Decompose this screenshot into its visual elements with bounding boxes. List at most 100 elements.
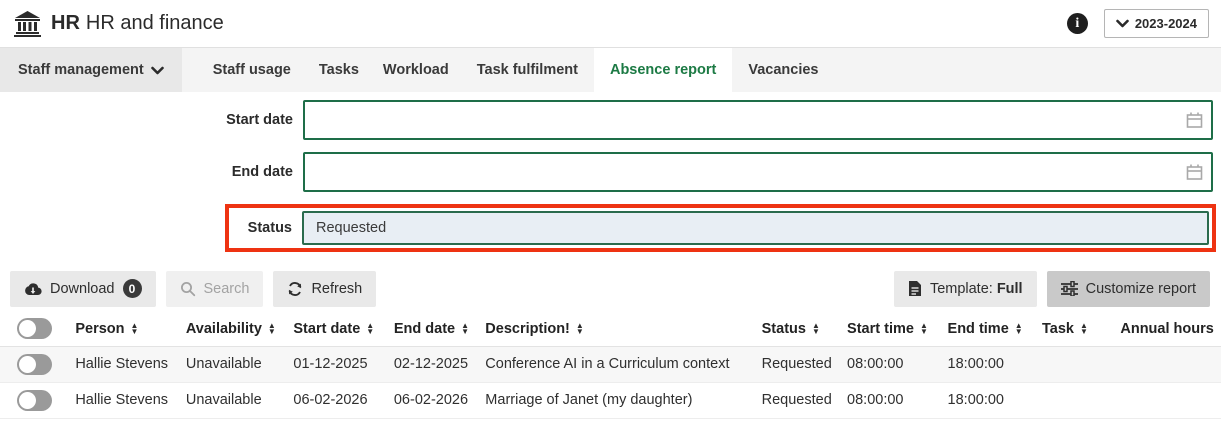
- column-header-task: Task: [1041, 320, 1074, 337]
- year-selector-label: 2023-2024: [1134, 16, 1197, 31]
- column-header-end-time: End time: [947, 320, 1009, 337]
- start-date-label: Start date: [226, 112, 293, 128]
- sort-icon[interactable]: [1080, 323, 1088, 335]
- cell-status: Requested: [761, 392, 832, 408]
- absence-table: Person Availability Start date End date …: [0, 312, 1221, 419]
- cell-description: Marriage of Janet (my daughter): [485, 392, 693, 408]
- cell-description: Conference AI in a Curriculum context: [485, 356, 730, 372]
- app-name: HR and finance: [85, 12, 224, 34]
- cell-start-date: 06-02-2026: [293, 392, 368, 408]
- sort-icon[interactable]: [268, 323, 276, 335]
- sort-icon[interactable]: [131, 323, 139, 335]
- column-header-description: Description!: [485, 320, 570, 337]
- refresh-label: Refresh: [311, 280, 363, 297]
- customize-report-button[interactable]: Customize report: [1046, 270, 1210, 307]
- sort-icon[interactable]: [366, 323, 374, 335]
- tab-label: Absence report: [609, 62, 717, 78]
- sort-icon[interactable]: [812, 323, 820, 335]
- column-header-status: Status: [761, 320, 806, 337]
- column-header-end-date: End date: [393, 320, 456, 337]
- tab-label: Staff management: [18, 62, 144, 78]
- status-highlight-box: Status Requested: [225, 204, 1216, 252]
- page-title: HR HR and finance: [51, 12, 224, 35]
- cell-end-time: 18:00:00: [947, 392, 1004, 408]
- cell-task: [1036, 346, 1114, 382]
- search-icon: [180, 281, 195, 296]
- app-header: HR HR and finance i 2023-2024: [0, 0, 1221, 48]
- sliders-icon: [1060, 281, 1078, 296]
- start-date-row: Start date: [0, 100, 1221, 140]
- filter-form: Start date End date Status: [0, 92, 1221, 252]
- cell-annual-hours: [1114, 346, 1221, 382]
- table-row: Hallie Stevens Unavailable 01-12-2025 02…: [0, 346, 1221, 382]
- template-button[interactable]: Template: Full: [893, 270, 1037, 307]
- customize-report-label: Customize report: [1085, 280, 1196, 297]
- cell-end-date: 06-02-2026: [393, 392, 469, 408]
- nav-tabs: Staff management Staff usage Tasks Workl…: [0, 48, 1221, 92]
- cell-end-date: 02-12-2025: [393, 356, 469, 372]
- cell-person: Hallie Stevens: [75, 392, 169, 408]
- table-header-row: Person Availability Start date End date …: [0, 312, 1221, 346]
- cloud-download-icon: [25, 282, 42, 295]
- row-toggle[interactable]: [17, 353, 52, 375]
- table-row: Hallie Stevens Unavailable 06-02-2026 06…: [0, 382, 1221, 418]
- year-selector-button[interactable]: 2023-2024: [1103, 9, 1209, 38]
- cell-availability: Unavailable: [185, 392, 262, 408]
- refresh-icon: [289, 281, 302, 296]
- cell-status: Requested: [761, 356, 832, 372]
- refresh-button[interactable]: Refresh: [273, 270, 377, 307]
- column-header-person: Person: [75, 320, 125, 337]
- tab-task-fulfilment[interactable]: Task fulfilment: [461, 48, 594, 92]
- report-toolbar: Download 0 Search Refresh Template: Full: [0, 264, 1221, 312]
- search-label: Search: [203, 280, 250, 297]
- download-count-badge: 0: [122, 279, 142, 298]
- column-header-start-date: Start date: [293, 320, 361, 337]
- status-select[interactable]: Requested: [302, 211, 1209, 245]
- document-icon: [908, 281, 921, 296]
- download-button[interactable]: Download 0: [10, 270, 156, 307]
- cell-task: [1036, 382, 1114, 418]
- tab-label: Task fulfilment: [476, 62, 578, 78]
- tab-workload[interactable]: Workload: [371, 48, 461, 92]
- search-button[interactable]: Search: [165, 270, 264, 307]
- start-date-input[interactable]: [303, 100, 1213, 140]
- chevron-down-icon: [150, 66, 164, 74]
- cell-start-time: 08:00:00: [847, 356, 904, 372]
- cell-person: Hallie Stevens: [75, 356, 169, 372]
- select-all-toggle[interactable]: [17, 318, 52, 340]
- bank-icon: [14, 10, 41, 37]
- sort-icon[interactable]: [576, 323, 584, 335]
- end-date-label: End date: [231, 164, 293, 180]
- tab-vacancies[interactable]: Vacancies: [732, 48, 834, 92]
- column-header-availability: Availability: [185, 320, 262, 337]
- chevron-down-icon: [1116, 19, 1129, 28]
- template-label: Template:: [929, 280, 993, 297]
- tab-label: Staff usage: [212, 62, 291, 78]
- cell-end-time: 18:00:00: [947, 356, 1004, 372]
- column-header-start-time: Start time: [847, 320, 914, 337]
- status-row: Status Requested: [232, 211, 1209, 245]
- tab-absence-report[interactable]: Absence report: [593, 48, 733, 92]
- template-value: Full: [996, 280, 1023, 297]
- download-label: Download: [50, 280, 115, 297]
- row-toggle[interactable]: [17, 389, 52, 411]
- sort-icon[interactable]: [1015, 323, 1023, 335]
- brand: HR HR and finance: [14, 10, 224, 37]
- info-icon[interactable]: i: [1066, 13, 1088, 34]
- app-code: HR: [51, 12, 80, 34]
- sort-icon[interactable]: [461, 323, 469, 335]
- status-selected-value: Requested: [316, 220, 387, 236]
- sort-icon[interactable]: [920, 323, 928, 335]
- tab-tasks[interactable]: Tasks: [307, 48, 371, 92]
- cell-start-date: 01-12-2025: [293, 356, 368, 372]
- cell-start-time: 08:00:00: [847, 392, 904, 408]
- end-date-row: End date: [0, 152, 1221, 192]
- end-date-input[interactable]: [303, 152, 1213, 192]
- tab-staff-usage[interactable]: Staff usage: [197, 48, 307, 92]
- column-header-annual-hours: Annual hours: [1120, 320, 1214, 337]
- cell-availability: Unavailable: [185, 356, 262, 372]
- tab-staff-management[interactable]: Staff management: [0, 48, 182, 92]
- cell-annual-hours: [1114, 382, 1221, 418]
- status-label: Status: [247, 220, 292, 236]
- tab-label: Workload: [382, 62, 449, 78]
